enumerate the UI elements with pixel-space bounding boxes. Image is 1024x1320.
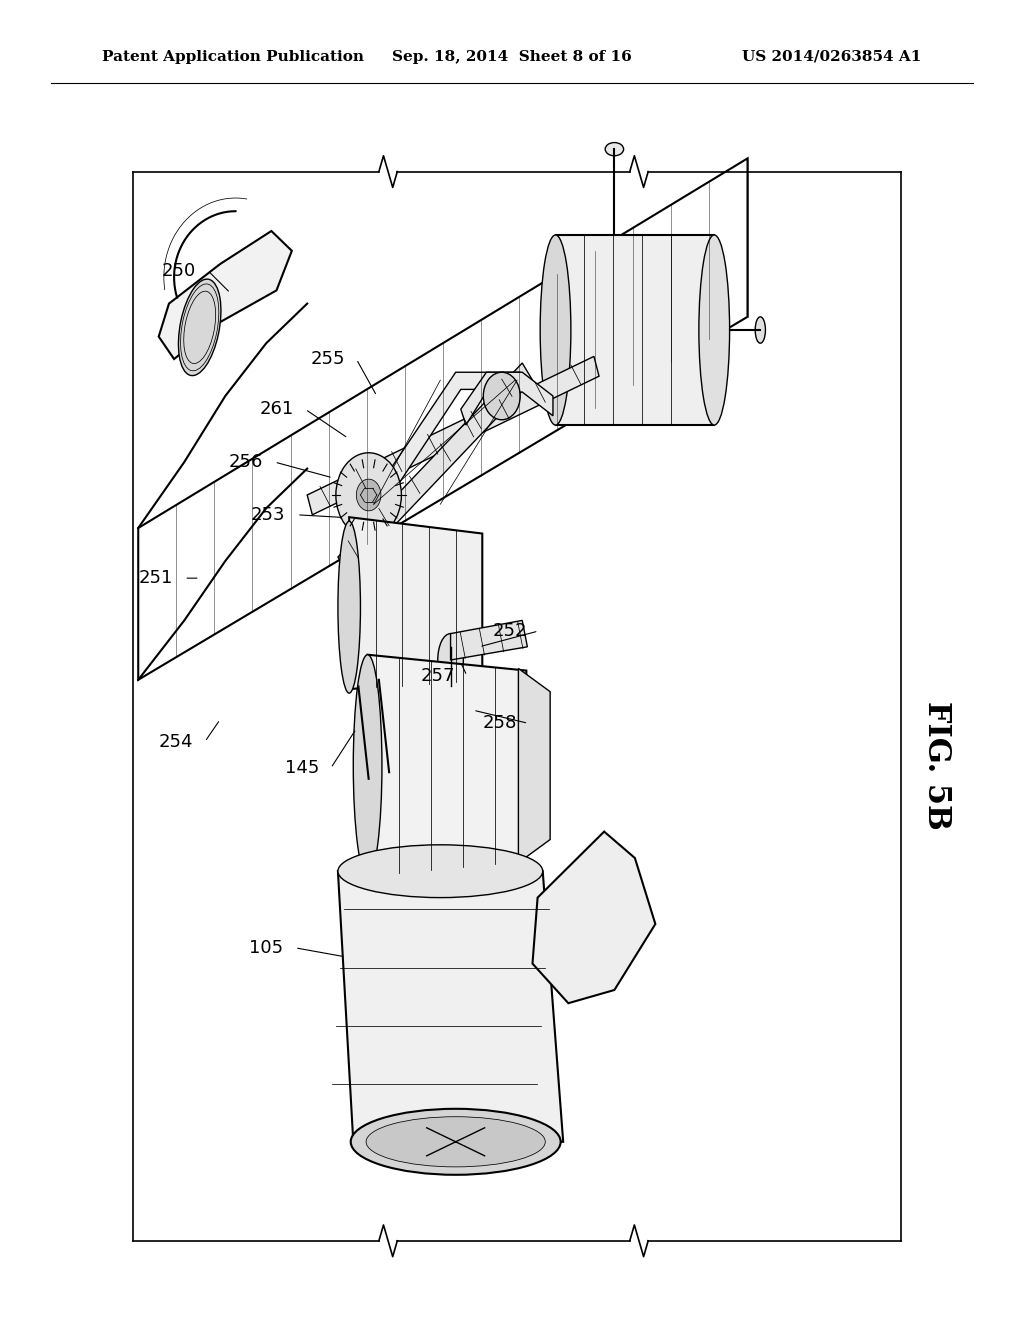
Polygon shape <box>307 356 599 515</box>
Polygon shape <box>338 871 563 1142</box>
Polygon shape <box>555 235 715 425</box>
Text: 256: 256 <box>228 453 263 471</box>
Polygon shape <box>159 231 292 359</box>
Polygon shape <box>338 363 532 574</box>
Polygon shape <box>451 620 527 660</box>
Ellipse shape <box>541 235 571 425</box>
Polygon shape <box>369 372 520 511</box>
Ellipse shape <box>698 235 729 425</box>
Ellipse shape <box>605 143 624 156</box>
Polygon shape <box>349 517 482 689</box>
Ellipse shape <box>178 279 221 376</box>
Text: 257: 257 <box>421 667 456 685</box>
Text: Sep. 18, 2014  Sheet 8 of 16: Sep. 18, 2014 Sheet 8 of 16 <box>392 50 632 63</box>
Text: 250: 250 <box>162 261 197 280</box>
Text: 254: 254 <box>159 733 194 751</box>
Text: 253: 253 <box>251 506 286 524</box>
Circle shape <box>336 453 401 537</box>
Polygon shape <box>532 832 655 1003</box>
Text: 261: 261 <box>259 400 294 418</box>
Ellipse shape <box>353 655 382 876</box>
Text: 258: 258 <box>482 714 517 733</box>
Ellipse shape <box>755 317 766 343</box>
Ellipse shape <box>338 845 543 898</box>
Circle shape <box>356 479 381 511</box>
Ellipse shape <box>438 634 463 686</box>
Circle shape <box>483 372 520 420</box>
Text: 251: 251 <box>138 569 173 587</box>
Text: 105: 105 <box>249 939 284 957</box>
Polygon shape <box>368 655 526 876</box>
Polygon shape <box>461 372 553 425</box>
Polygon shape <box>518 668 550 863</box>
Text: 145: 145 <box>285 759 319 777</box>
Ellipse shape <box>367 1117 545 1167</box>
Text: FIG. 5B: FIG. 5B <box>922 701 952 830</box>
Text: Patent Application Publication: Patent Application Publication <box>102 50 365 63</box>
Text: 255: 255 <box>310 350 345 368</box>
Ellipse shape <box>350 1109 561 1175</box>
Text: 252: 252 <box>493 622 527 640</box>
Ellipse shape <box>338 521 360 693</box>
Text: US 2014/0263854 A1: US 2014/0263854 A1 <box>742 50 922 63</box>
